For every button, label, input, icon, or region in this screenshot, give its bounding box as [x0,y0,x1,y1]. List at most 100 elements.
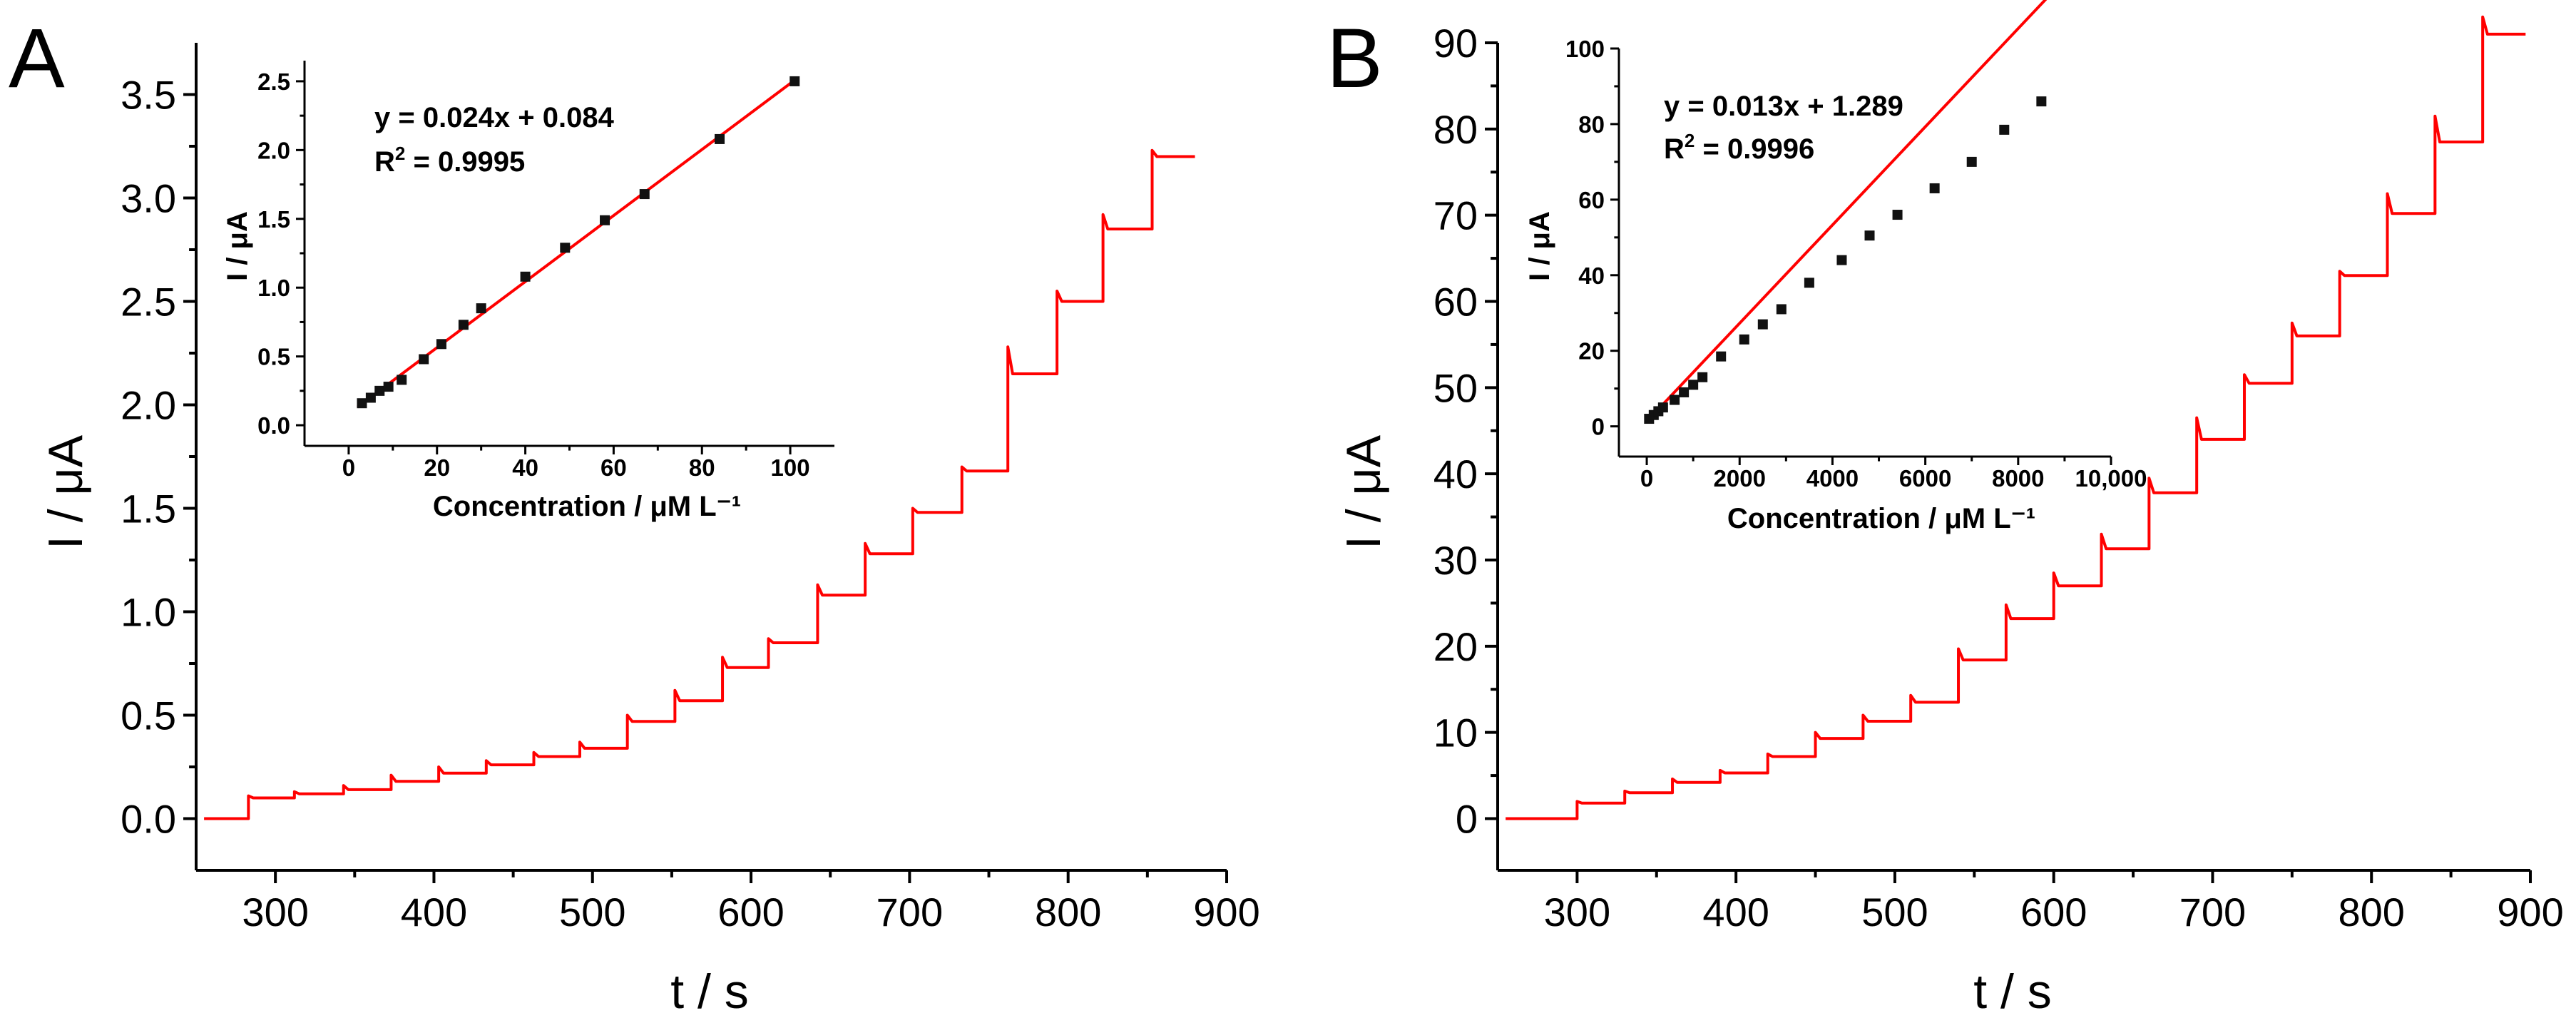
data-point [789,76,800,86]
x-tick-label: 400 [1702,890,1769,935]
data-point [1697,372,1708,382]
data-point [1670,395,1680,405]
data-point [436,339,446,350]
x-tick-label: 0 [342,454,355,481]
y-tick-label: 60 [1433,280,1478,325]
x-tick-label: 900 [2497,890,2563,935]
panel-b-current-trace [1506,15,2526,820]
panel-b-x-axis-label: t / s [1973,965,2052,1019]
panel-b-inset-points [1644,96,2047,424]
y-tick-label: 1.0 [257,275,290,301]
data-point [1679,387,1690,397]
x-tick-label: 10,000 [2075,465,2147,492]
data-point [1864,230,1875,241]
y-tick-label: 90 [1433,21,1478,66]
x-tick-label: 40 [512,454,538,481]
panel-b-inset-equation: y = 0.013x + 1.289 [1664,91,1903,122]
x-tick-label: 800 [2339,890,2405,935]
panel-b-r2-superscript: 2 [1685,130,1695,151]
data-point [2036,96,2047,107]
y-tick-label: 3.5 [121,73,176,118]
panel-a-inset: 0 20 40 60 80 100 0.0 0.5 1.0 1.5 2.0 2.5 Concentra… [222,61,834,522]
panel-b-r2-symbol: R [1664,133,1685,165]
panel-b-y-axis-label: I / μA [1336,434,1391,549]
panel-b-inset: 0 2000 4000 6000 8000 10,000 0 20 40 60 80 100 Conc… [1524,0,2147,534]
data-point [1966,156,1977,167]
y-tick-label: 40 [1578,263,1605,289]
panel-a-inset-equation: y = 0.024x + 0.084 [374,102,615,133]
data-point [383,382,394,392]
y-tick-label: 0.0 [257,412,290,439]
x-tick-label: 80 [689,454,715,481]
panel-b-r2-value: = 0.9996 [1695,133,1814,165]
data-point [365,392,376,403]
panel-b-letter: B [1327,11,1383,106]
x-tick-label: 600 [717,890,784,935]
y-tick-label: 1.0 [121,590,176,635]
x-tick-label: 4000 [1806,465,1859,492]
x-tick-label: 300 [1544,890,1610,935]
y-tick-label: 80 [1578,111,1605,138]
x-tick-label: 300 [242,890,308,935]
panel-b-inset-fit-line [1645,0,2048,423]
data-point [560,243,571,253]
y-tick-label: 20 [1578,338,1605,365]
panel-a-letter: A [9,11,65,106]
x-tick-label: 700 [2179,890,2246,935]
x-tick-label: 100 [771,454,810,481]
data-point [1836,255,1847,265]
data-point [1776,304,1787,315]
data-point [1999,124,2010,135]
y-tick-label: 0.5 [257,344,290,370]
y-tick-label: 0 [1456,797,1478,842]
y-tick-label: 2.0 [257,137,290,163]
y-tick-label: 0 [1592,414,1605,440]
x-tick-label: 2000 [1714,465,1766,492]
y-tick-label: 60 [1578,187,1605,213]
panel-a-ticks: 300 400 500 600 700 800 9000.00.51.01.52.02.53… [121,73,1260,935]
y-tick-label: 100 [1565,36,1605,62]
panel-b-inset-y-axis-label: I / μA [1524,211,1555,281]
y-tick-label: 40 [1433,452,1478,497]
x-tick-label: 8000 [1992,465,2044,492]
x-tick-label: 600 [2020,890,2087,935]
data-point [419,354,429,365]
x-tick-label: 500 [559,890,625,935]
panel-a-y-axis-label: I / μA [39,434,93,549]
y-tick-label: 70 [1433,193,1478,238]
panel-b: B 300 400 500 600 700 800 90001020304050607080… [1327,0,2564,1019]
data-point [1688,380,1699,390]
x-tick-label: 400 [401,890,467,935]
y-tick-label: 30 [1433,538,1478,583]
x-tick-label: 500 [1861,890,1928,935]
data-point [1657,402,1668,413]
panel-b-inset-r2: R2 = 0.9996 [1664,130,1814,165]
panel-a-inset-ticks: 0 20 40 60 80 100 0.0 0.5 1.0 1.5 2.0 2.5 [257,68,809,481]
panel-a-x-axis-label: t / s [670,965,749,1019]
x-tick-label: 6000 [1899,465,1951,492]
data-point [1739,334,1749,345]
data-point [374,385,385,396]
data-point [639,189,650,200]
data-point [1804,278,1814,288]
panel-a-inset-r2: R2 = 0.9995 [374,143,525,178]
panel-a-current-trace [204,148,1195,820]
x-tick-label: 0 [1640,465,1653,492]
x-tick-label: 20 [424,454,450,481]
y-tick-label: 2.5 [121,280,176,325]
panel-b-inset-x-axis-label: Concentration / μM L⁻¹ [1727,503,2035,534]
data-point [600,215,610,225]
y-tick-label: 80 [1433,107,1478,152]
x-tick-label: 900 [1193,890,1259,935]
y-tick-label: 2.0 [121,383,176,428]
panel-a-r2-value: = 0.9995 [405,146,525,178]
data-point [1716,351,1727,362]
x-tick-label: 800 [1035,890,1101,935]
data-point [476,303,486,314]
panel-a-r2-symbol: R [374,146,395,178]
y-tick-label: 1.5 [257,206,290,233]
panel-a-inset-y-axis-label: I / μA [222,211,253,281]
x-tick-label: 700 [876,890,943,935]
